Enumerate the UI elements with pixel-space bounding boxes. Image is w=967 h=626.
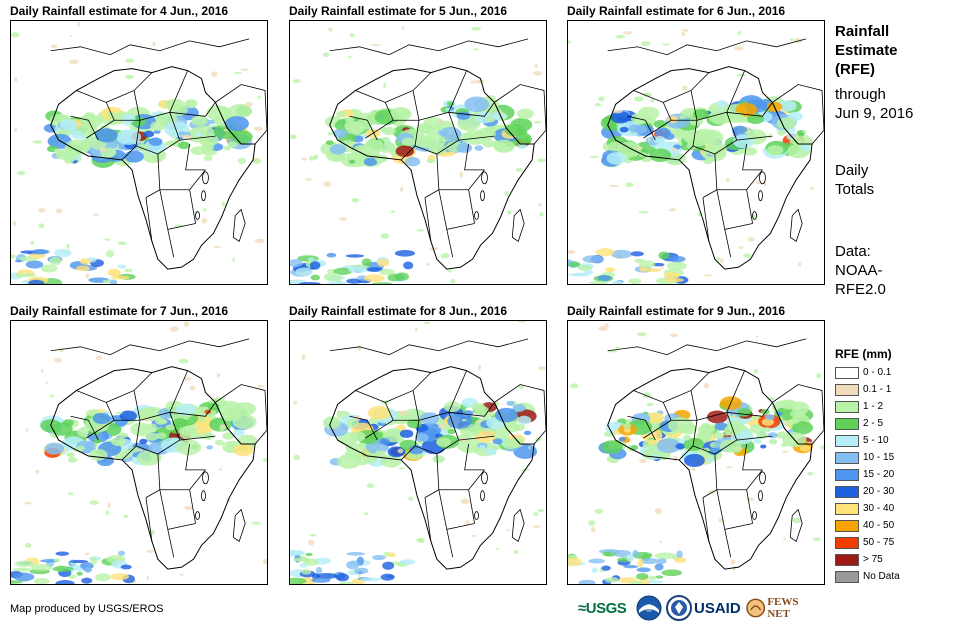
panel-title-4: Daily Rainfall estimate for 7 Jun., 2016 xyxy=(10,304,229,318)
legend-label: 1 - 2 xyxy=(863,401,884,412)
panel-title-5: Daily Rainfall estimate for 8 Jun., 2016 xyxy=(289,304,508,318)
legend-swatch xyxy=(835,503,859,515)
legend-swatch xyxy=(835,435,859,447)
fews-net-logo: FEWS NET xyxy=(746,594,822,622)
panel-title-1: Daily Rainfall estimate for 4 Jun., 2016 xyxy=(10,4,229,18)
legend-label: 15 - 20 xyxy=(863,469,895,480)
legend-label: 0 - 0.1 xyxy=(863,367,892,378)
legend-label: 10 - 15 xyxy=(863,452,895,463)
legend-swatch xyxy=(835,571,859,583)
legend-label: 2 - 5 xyxy=(863,418,884,429)
legend-label: 5 - 10 xyxy=(863,435,889,446)
legend-label: 0.1 - 1 xyxy=(863,384,892,395)
legend-label: 30 - 40 xyxy=(863,503,895,514)
panel-title-2: Daily Rainfall estimate for 5 Jun., 2016 xyxy=(289,4,508,18)
legend-label: 50 - 75 xyxy=(863,537,895,548)
legend-title: RFE (mm) xyxy=(835,347,892,361)
legend-swatch xyxy=(835,384,859,396)
dhs-seal-icon xyxy=(666,594,692,622)
legend-label: 40 - 50 xyxy=(863,520,895,531)
usgs-logo: ≈USGS xyxy=(578,599,627,617)
noaa-logo-icon xyxy=(636,594,662,622)
legend-swatch xyxy=(835,452,859,464)
rainfall-map-2 xyxy=(289,20,547,285)
usaid-logo: USAID xyxy=(694,599,741,617)
legend-swatch xyxy=(835,520,859,532)
legend-swatch xyxy=(835,537,859,549)
through-date: through Jun 9, 2016 xyxy=(835,86,914,122)
legend-label: > 75 xyxy=(863,554,883,565)
legend-label: No Data xyxy=(863,571,900,582)
legend-swatch xyxy=(835,486,859,498)
legend-swatch xyxy=(835,469,859,481)
rainfall-map-5 xyxy=(289,320,547,585)
panel-title-6: Daily Rainfall estimate for 9 Jun., 2016 xyxy=(567,304,786,318)
legend-label: 20 - 30 xyxy=(863,486,895,497)
rainfall-map-4 xyxy=(10,320,268,585)
rainfall-map-1 xyxy=(10,20,268,285)
legend-swatch xyxy=(835,367,859,379)
rainfall-map-3 xyxy=(567,20,825,285)
legend-swatch xyxy=(835,418,859,430)
daily-totals-label: Daily Totals xyxy=(835,162,875,198)
map-credit: Map produced by USGS/EROS xyxy=(10,603,164,615)
panel-title-3: Daily Rainfall estimate for 6 Jun., 2016 xyxy=(567,4,786,18)
rainfall-map-6 xyxy=(567,320,825,585)
legend-swatch xyxy=(835,401,859,413)
legend-swatch xyxy=(835,554,859,566)
side-title: Rainfall Estimate (RFE) xyxy=(835,23,898,78)
data-source-label: Data: NOAA- RFE2.0 xyxy=(835,243,886,298)
